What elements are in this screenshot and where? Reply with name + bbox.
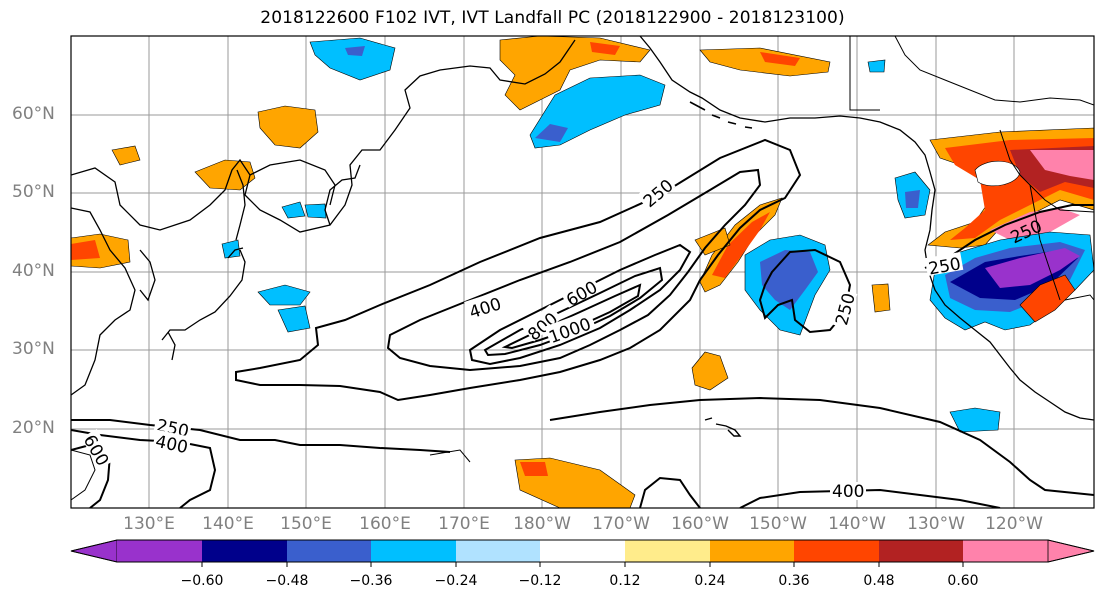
colorbar-tick-label: 0.12 bbox=[609, 573, 641, 589]
positive-anomaly-coast-south bbox=[1019, 274, 1076, 323]
contour-250-south bbox=[71, 419, 451, 453]
positive-anomaly-hawaii-n bbox=[691, 351, 729, 391]
coastlines bbox=[71, 36, 1094, 501]
lon-label-170e: 170°E bbox=[438, 514, 490, 534]
contour-400-south-bottom bbox=[639, 476, 701, 508]
lon-label-130e: 130°E bbox=[123, 514, 175, 534]
map-frame bbox=[70, 35, 1095, 509]
lon-label-150w: 150°W bbox=[749, 514, 807, 534]
negative-anomaly-japan2 bbox=[277, 305, 311, 333]
colorbar-segment-7 bbox=[625, 540, 710, 562]
colorbar-segment-1 bbox=[117, 540, 202, 562]
positive-anomaly-east-small bbox=[871, 283, 891, 313]
contour-400-main bbox=[386, 168, 762, 372]
positive-anomaly-streak-core bbox=[712, 212, 770, 278]
negative-anomaly-kuril bbox=[281, 201, 306, 219]
positive-anomaly-china-core bbox=[71, 240, 100, 260]
lon-label-140w: 140°W bbox=[828, 514, 886, 534]
colorbar bbox=[70, 539, 1095, 567]
positive-anomaly-south-a-core bbox=[520, 462, 548, 476]
colorbar-tick-label: 0.24 bbox=[694, 573, 726, 589]
positive-anomaly-pnw-peak bbox=[1030, 150, 1094, 180]
colorbar-segment-11 bbox=[963, 540, 1048, 562]
contour-400-south-east bbox=[549, 396, 1094, 496]
positive-anomaly-pnw-hole bbox=[974, 160, 1021, 187]
contour-400-lower-right bbox=[739, 488, 1001, 508]
lon-label-160e: 160°E bbox=[359, 514, 411, 534]
positive-anomaly-west-a bbox=[111, 145, 141, 166]
negative-anomaly-nw bbox=[309, 37, 396, 81]
colorbar-segment-3 bbox=[287, 540, 371, 562]
map-title: 2018122600 F102 IVT, IVT Landfall PC (20… bbox=[260, 8, 845, 28]
pc-fill-layer bbox=[71, 36, 1094, 508]
contour-1000 bbox=[501, 283, 642, 350]
colorbar-tick-label: −0.12 bbox=[518, 573, 562, 589]
colorbar-tick-label: −0.36 bbox=[349, 573, 393, 589]
negative-anomaly-gulf-core bbox=[760, 250, 818, 310]
negative-anomaly-east-small-core bbox=[905, 190, 920, 208]
negative-anomaly-coast-core bbox=[985, 248, 1080, 288]
negative-anomaly-nw-core bbox=[345, 46, 365, 56]
contour-800 bbox=[483, 266, 664, 357]
colorbar-outline bbox=[70, 539, 1095, 563]
colorbar-tick-label: 0.48 bbox=[863, 573, 895, 589]
contour-400-south bbox=[71, 429, 217, 508]
colorbar-segment-10 bbox=[879, 540, 963, 562]
lon-label-160w: 160°W bbox=[671, 514, 729, 534]
colorbar-tick-label: 0.36 bbox=[778, 573, 810, 589]
lon-label-130w: 130°W bbox=[907, 514, 965, 534]
negative-anomaly-japan bbox=[257, 284, 311, 306]
contour-250-main bbox=[235, 138, 802, 402]
negative-anomaly-bering-core bbox=[535, 124, 568, 142]
negative-anomaly-ne-small bbox=[867, 59, 886, 73]
positive-anomaly-bering-core bbox=[590, 42, 620, 55]
negative-anomaly-sakhalin bbox=[221, 239, 241, 259]
lat-label-20n: 20°N bbox=[12, 418, 55, 438]
colorbar-segment-6 bbox=[540, 540, 625, 562]
lon-label-120w: 120°W bbox=[985, 514, 1043, 534]
colorbar-segment-5 bbox=[456, 540, 540, 562]
colorbar-extend-low bbox=[70, 539, 118, 563]
colorbar-tick-label: −0.48 bbox=[265, 573, 309, 589]
lat-label-40n: 40°N bbox=[12, 261, 55, 281]
positive-anomaly-kamchatka bbox=[257, 105, 319, 149]
lon-label-140e: 140°E bbox=[202, 514, 254, 534]
lon-label-180w: 180°W bbox=[513, 514, 571, 534]
colorbar-tick-label: 0.60 bbox=[947, 573, 979, 589]
lon-label-150e: 150°E bbox=[280, 514, 332, 534]
negative-anomaly-east-south bbox=[949, 407, 1001, 433]
positive-anomaly-pnw-pink2 bbox=[990, 208, 1080, 240]
positive-anomaly-okhotsk bbox=[194, 159, 256, 191]
colorbar-tick-label: −0.60 bbox=[180, 573, 224, 589]
colorbar-segment-2 bbox=[202, 540, 287, 562]
contour-250-ring bbox=[758, 248, 852, 334]
ivt-contours bbox=[71, 138, 1094, 508]
colorbar-segment-8 bbox=[710, 540, 794, 562]
colorbar-segment-4 bbox=[371, 540, 456, 562]
lat-label-60n: 60°N bbox=[12, 104, 55, 124]
colorbar-segment-9 bbox=[794, 540, 879, 562]
colorbar-tick-label: −0.24 bbox=[434, 573, 478, 589]
positive-anomaly-alaska-core bbox=[760, 52, 800, 66]
contour-label-400-s: 400 bbox=[832, 482, 864, 502]
negative-anomaly-kuril2 bbox=[304, 203, 327, 219]
lon-label-170w: 170°W bbox=[592, 514, 650, 534]
colorbar-extend-high bbox=[1047, 539, 1095, 563]
lat-label-30n: 30°N bbox=[12, 339, 55, 359]
lat-label-50n: 50°N bbox=[12, 182, 55, 202]
